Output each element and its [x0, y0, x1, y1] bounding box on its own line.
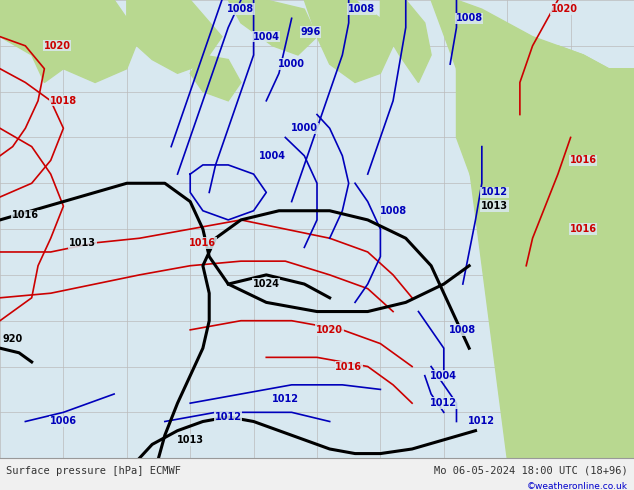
Text: 996: 996: [301, 27, 321, 37]
Text: 1016: 1016: [12, 210, 39, 221]
Text: 180: 180: [120, 465, 134, 474]
Text: 1012: 1012: [469, 416, 495, 426]
Text: 1008: 1008: [380, 206, 406, 216]
Polygon shape: [507, 275, 634, 458]
Text: 1013: 1013: [481, 201, 508, 211]
Polygon shape: [127, 0, 222, 74]
Text: 1008: 1008: [228, 4, 254, 14]
Text: 1012: 1012: [272, 393, 299, 404]
Text: 1013: 1013: [69, 238, 96, 248]
Text: 1012: 1012: [481, 187, 508, 197]
Text: 145°W: 145°W: [558, 465, 583, 474]
Text: Mo 06-05-2024 18:00 UTC (18+96): Mo 06-05-2024 18:00 UTC (18+96): [434, 466, 628, 476]
Text: 1020: 1020: [316, 325, 343, 335]
Text: 175°E: 175°E: [52, 465, 75, 474]
Polygon shape: [380, 0, 431, 82]
Text: 1018: 1018: [50, 96, 77, 106]
Text: 920: 920: [3, 334, 23, 344]
Text: 155°W: 155°W: [431, 465, 456, 474]
Polygon shape: [558, 46, 634, 252]
Text: 1000: 1000: [291, 123, 318, 133]
Text: 140°W: 140°W: [621, 465, 634, 474]
Text: 1004: 1004: [430, 370, 457, 381]
Text: 170°W: 170°W: [241, 465, 266, 474]
Polygon shape: [431, 0, 634, 458]
Text: 1008: 1008: [348, 4, 375, 14]
Text: 1016: 1016: [570, 224, 597, 234]
Text: 1016: 1016: [190, 238, 216, 248]
Polygon shape: [0, 0, 139, 82]
Text: 1004: 1004: [253, 32, 280, 42]
Text: 1016: 1016: [570, 155, 597, 165]
Polygon shape: [228, 0, 317, 55]
Text: 1006: 1006: [50, 416, 77, 426]
Text: 160°W: 160°W: [368, 465, 393, 474]
Polygon shape: [190, 55, 241, 101]
Text: Surface pressure [hPa] ECMWF: Surface pressure [hPa] ECMWF: [6, 466, 181, 476]
Text: 1020: 1020: [44, 41, 70, 51]
Polygon shape: [456, 69, 533, 275]
Polygon shape: [0, 0, 76, 82]
Text: 175°W: 175°W: [178, 465, 203, 474]
Text: 1008: 1008: [456, 13, 482, 24]
Text: 1008: 1008: [450, 325, 476, 335]
Text: 1012: 1012: [215, 412, 242, 422]
Text: 1016: 1016: [335, 362, 362, 371]
Text: 150°W: 150°W: [495, 465, 520, 474]
Polygon shape: [304, 0, 393, 82]
Text: 1020: 1020: [551, 4, 578, 14]
Text: 170°E: 170°E: [0, 465, 11, 474]
Text: 1013: 1013: [177, 435, 204, 445]
Text: 1024: 1024: [253, 279, 280, 289]
Text: 1004: 1004: [259, 151, 286, 161]
Text: ©weatheronline.co.uk: ©weatheronline.co.uk: [527, 482, 628, 490]
Text: 1012: 1012: [430, 398, 457, 408]
Text: 165°W: 165°W: [304, 465, 330, 474]
Text: 1000: 1000: [278, 59, 305, 69]
